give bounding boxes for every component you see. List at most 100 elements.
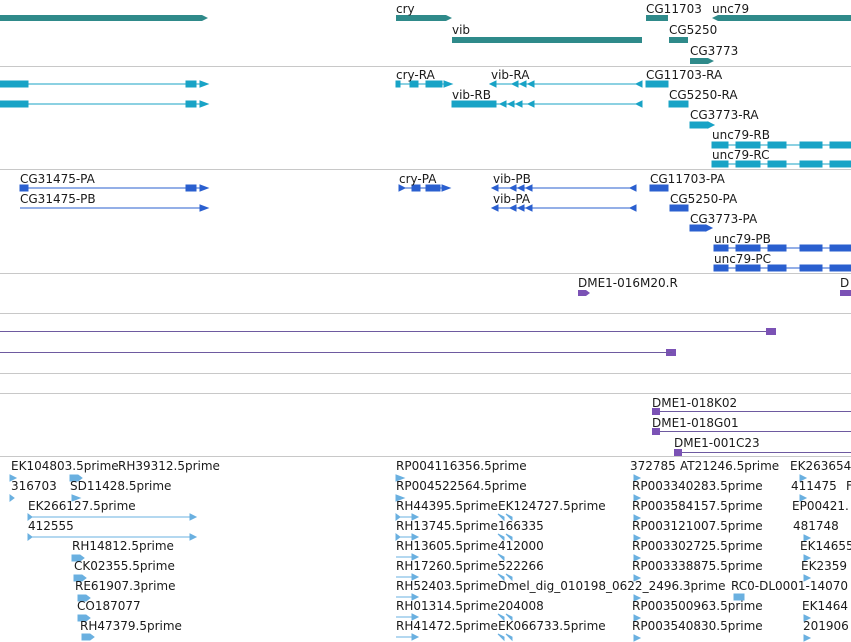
protein-label[interactable]: cry-PA <box>399 172 437 186</box>
transcript-label[interactable]: unc79-RC <box>712 148 770 162</box>
est-label[interactable]: SD11428.5prime <box>70 479 172 493</box>
est-label[interactable]: RH13745.5prime <box>396 519 498 533</box>
est-label[interactable]: EK124727.5prime <box>498 499 606 513</box>
clone-span-line[interactable] <box>674 452 851 453</box>
clone-label[interactable]: DME1-001C23 <box>674 436 760 450</box>
est-label[interactable]: RH17260.5prime <box>396 559 498 573</box>
est-label[interactable]: RH41472.5prime <box>396 619 498 633</box>
transcript-label[interactable]: CG3773-RA <box>690 108 759 122</box>
est-label[interactable]: RP003584157.5prime <box>632 499 763 513</box>
gene-label-unc79[interactable]: unc79 <box>712 2 750 16</box>
protein-label[interactable]: CG11703-PA <box>650 172 725 186</box>
gene-feature-cg5250[interactable] <box>669 37 688 43</box>
clone-span-line[interactable] <box>652 431 851 432</box>
est-label[interactable]: F <box>846 479 851 493</box>
gene-feature-vib[interactable] <box>452 37 642 43</box>
est-label[interactable]: RH39312.5prime <box>118 459 220 473</box>
est-label[interactable]: RH13605.5prime <box>396 539 498 553</box>
est-label[interactable]: RE61907.3prime <box>75 579 176 593</box>
gene-label-cg11703[interactable]: CG11703 <box>646 2 702 16</box>
est-label[interactable]: EK104803.5prime <box>11 459 119 473</box>
transcript-label[interactable]: unc79-RB <box>712 128 770 142</box>
clone-label[interactable]: D <box>840 276 850 290</box>
clone-end-marker[interactable] <box>674 449 682 456</box>
clone-label[interactable]: DME1-018G01 <box>652 416 739 430</box>
gene-label-cg5250[interactable]: CG5250 <box>669 23 718 37</box>
clone-end-marker[interactable] <box>578 290 590 296</box>
est-label[interactable]: 201906 <box>803 619 849 633</box>
transcript-label[interactable]: vib-RB <box>452 88 491 102</box>
est-label[interactable]: RP004522564.5prime <box>396 479 527 493</box>
track-separator <box>0 373 851 374</box>
est-label[interactable]: RH44395.5prime <box>396 499 498 513</box>
protein-label[interactable]: CG31475-PB <box>20 192 96 206</box>
est-label[interactable]: RP004116356.5prime <box>396 459 527 473</box>
clone-span-line[interactable] <box>652 411 851 412</box>
est-track: EK104803.5prime RH39312.5prime RP0041163… <box>0 457 851 642</box>
est-label[interactable]: Dmel_dig_010198_0622_2496.3prime <box>498 579 726 593</box>
gene-track: cry CG11703 unc79 vib CG5250 CG3773 <box>0 0 851 66</box>
track-separator <box>0 393 851 394</box>
est-label[interactable]: RH52403.5prime <box>396 579 498 593</box>
gene-feature-cry[interactable] <box>396 15 452 21</box>
transcript-track: cry-RA vib-RA CG11703-RA vib-RB CG5250-R… <box>0 67 851 169</box>
gene-feature-cg3773[interactable] <box>690 58 714 64</box>
gene-feature-unc79[interactable] <box>712 15 851 21</box>
est-label[interactable]: RP003302725.5prime <box>632 539 763 553</box>
protein-track: CG31475-PA CG31475-PB cry-PA vib-PB vib-… <box>0 170 851 273</box>
est-label[interactable]: RP003121007.5prime <box>632 519 763 533</box>
est-label[interactable]: RP003338875.5prime <box>632 559 763 573</box>
est-label[interactable]: RH01314.5prime <box>396 599 498 613</box>
est-label[interactable]: RP003540830.5prime <box>632 619 763 633</box>
protein-label[interactable]: unc79-PB <box>714 232 771 246</box>
protein-label[interactable]: vib-PB <box>493 172 531 186</box>
clone-end-marker[interactable] <box>652 428 660 435</box>
transcript-label[interactable]: CG11703-RA <box>646 68 723 82</box>
est-label[interactable]: EK263654 <box>790 459 851 473</box>
gene-label-cg3773[interactable]: CG3773 <box>690 44 739 58</box>
est-label[interactable]: RH14812.5prime <box>72 539 174 553</box>
clone-end-marker[interactable] <box>652 408 660 415</box>
gene-feature-cg11703[interactable] <box>646 15 668 21</box>
est-label[interactable]: RP003340283.5prime <box>632 479 763 493</box>
est-label[interactable]: 316703 <box>11 479 57 493</box>
est-label[interactable]: EK14655 <box>800 539 851 553</box>
est-label[interactable]: CK02355.5prime <box>74 559 175 573</box>
est-label[interactable]: RH47379.5prime <box>80 619 182 633</box>
est-label[interactable]: EK1464 <box>802 599 848 613</box>
clone-span-line[interactable] <box>0 331 770 332</box>
transcript-label[interactable]: cry-RA <box>396 68 435 82</box>
clone-label[interactable]: DME1-018K02 <box>652 396 738 410</box>
protein-label[interactable]: CG31475-PA <box>20 172 95 186</box>
est-label[interactable]: EK266127.5prime <box>28 499 136 513</box>
gene-label-vib[interactable]: vib <box>452 23 471 37</box>
est-label[interactable]: 412555 <box>28 519 74 533</box>
transcript-label[interactable]: vib-RA <box>491 68 530 82</box>
est-label[interactable]: RC0-DL0001-14070 <box>731 579 849 593</box>
gene-feature[interactable] <box>0 15 208 21</box>
est-label[interactable]: 204008 <box>498 599 544 613</box>
est-label[interactable]: EP00421. <box>792 499 849 513</box>
protein-label[interactable]: unc79-PC <box>714 252 772 266</box>
protein-label[interactable]: CG5250-PA <box>670 192 738 206</box>
clone-track-lower: DME1-018K02 DME1-018G01 DME1-001C23 <box>0 394 851 456</box>
est-label[interactable]: 372785 <box>630 459 676 473</box>
est-label[interactable]: 411475 <box>791 479 837 493</box>
clone-label[interactable]: DME1-016M20.R <box>578 276 678 290</box>
est-label[interactable]: AT21246.5prime <box>680 459 780 473</box>
clone-span-line[interactable] <box>0 352 672 353</box>
est-label[interactable]: 522266 <box>498 559 544 573</box>
est-label[interactable]: EK2359 <box>801 559 847 573</box>
protein-label[interactable]: vib-PA <box>493 192 531 206</box>
est-label[interactable]: EK066733.5prime <box>498 619 606 633</box>
est-label[interactable]: 481748 <box>793 519 839 533</box>
protein-label[interactable]: CG3773-PA <box>690 212 758 226</box>
transcript-label[interactable]: CG5250-RA <box>669 88 738 102</box>
est-label[interactable]: CO187077 <box>77 599 141 613</box>
est-label[interactable]: 412000 <box>498 539 544 553</box>
gene-label-cry[interactable]: cry <box>396 2 415 16</box>
est-label[interactable]: RP003500963.5prime <box>632 599 763 613</box>
est-label[interactable]: 166335 <box>498 519 544 533</box>
track-separator <box>0 66 851 67</box>
clone-end-marker[interactable] <box>840 290 851 296</box>
